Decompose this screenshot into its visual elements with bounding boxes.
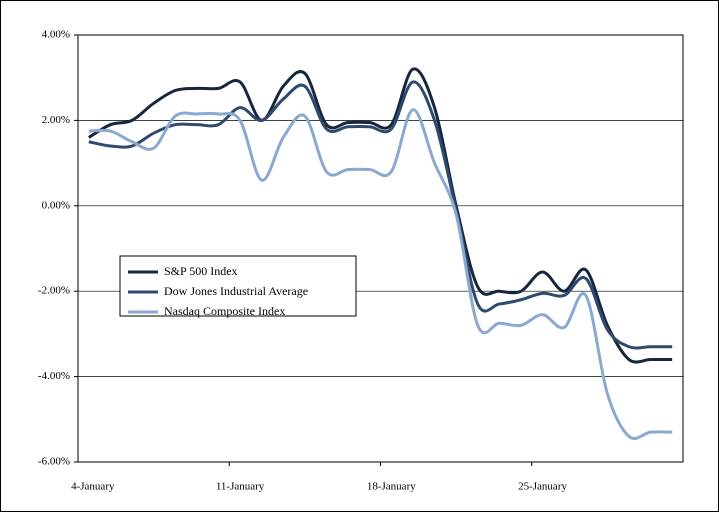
y-tick-label: -2.00% — [38, 285, 70, 297]
x-tick-label: 25-January — [518, 481, 567, 493]
legend: S&P 500 Index Dow Jones Industrial Averag… — [119, 255, 357, 318]
series-line — [88, 80, 673, 350]
x-tick-label: 18-January — [367, 481, 416, 493]
series-line — [88, 67, 673, 364]
y-tick-label: 4.00% — [42, 29, 70, 41]
series-line — [88, 108, 673, 440]
y-tick-label: 2.00% — [42, 114, 70, 126]
legend-label: S&P 500 Index — [164, 264, 238, 278]
legend-label: Nasdaq Composite Index — [164, 304, 285, 318]
x-tick-label: 11-January — [216, 481, 265, 493]
legend-box — [119, 255, 357, 317]
y-tick-label: -6.00% — [38, 456, 70, 468]
y-tick-label: 0.00% — [42, 199, 70, 211]
legend-label: Dow Jones Industrial Average — [164, 284, 308, 298]
y-tick-label: -4.00% — [38, 370, 70, 382]
x-tick-label: 4-January — [71, 481, 115, 493]
